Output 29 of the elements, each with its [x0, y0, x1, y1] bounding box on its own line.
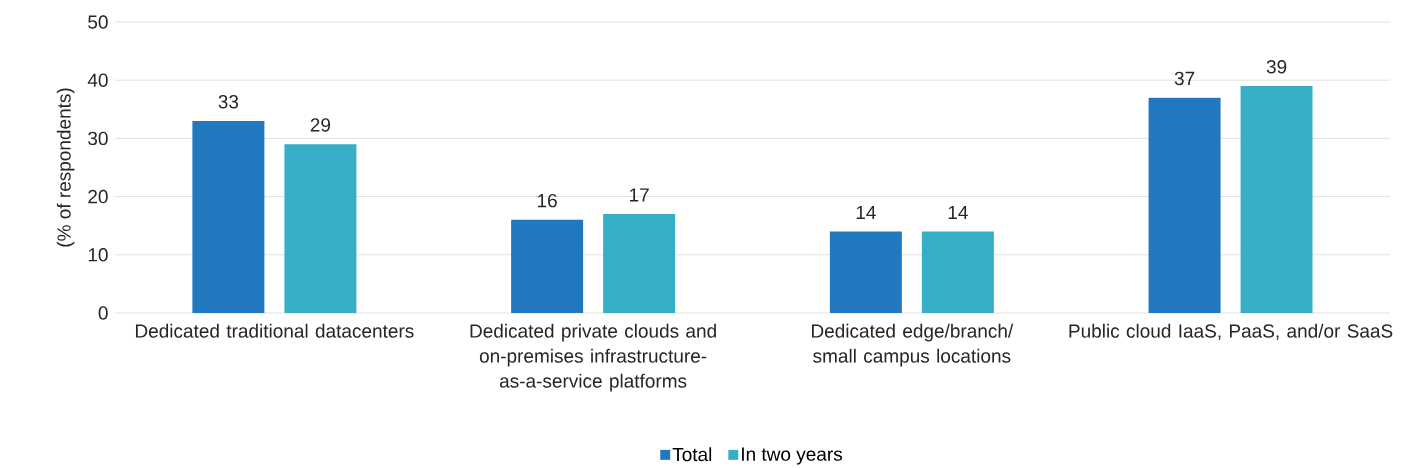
bar [1240, 86, 1313, 313]
data-label: 16 [538, 193, 557, 208]
x-tick-label: Dedicated private clouds and on-premises infrastructure-as-a-service platforms [470, 323, 716, 392]
bar [603, 214, 676, 313]
bar [192, 120, 265, 313]
y-axis-title: (% of respondents) [56, 88, 75, 247]
bar [921, 231, 994, 313]
data-label: 17 [629, 188, 649, 202]
y-tick-label: 0 [98, 306, 108, 320]
y-tick-label: 20 [88, 189, 108, 204]
bar [829, 231, 902, 313]
data-label: 14 [856, 205, 876, 219]
y-tick-label: 50 [88, 15, 108, 29]
y-tick-label: 40 [87, 73, 108, 87]
data-label: 39 [1266, 60, 1287, 74]
bar [284, 144, 357, 313]
y-tick-label: 30 [88, 131, 108, 146]
legend-label: Total [672, 447, 712, 462]
x-tick-label: Dedicated traditional datacenters [135, 323, 414, 338]
x-tick-label: Public cloud IaaS, PaaS, and/or SaaS [1069, 323, 1393, 340]
bar [1148, 97, 1221, 313]
data-label: 29 [310, 118, 331, 132]
data-label: 33 [218, 94, 239, 109]
y-tick-label: 10 [88, 248, 108, 262]
data-label: 14 [948, 205, 968, 219]
legend-label: In two years [742, 447, 843, 465]
bar [511, 219, 584, 313]
x-tick-label: Dedicated edge/branch/ small campus locations [812, 323, 1014, 367]
data-label: 37 [1174, 71, 1195, 86]
